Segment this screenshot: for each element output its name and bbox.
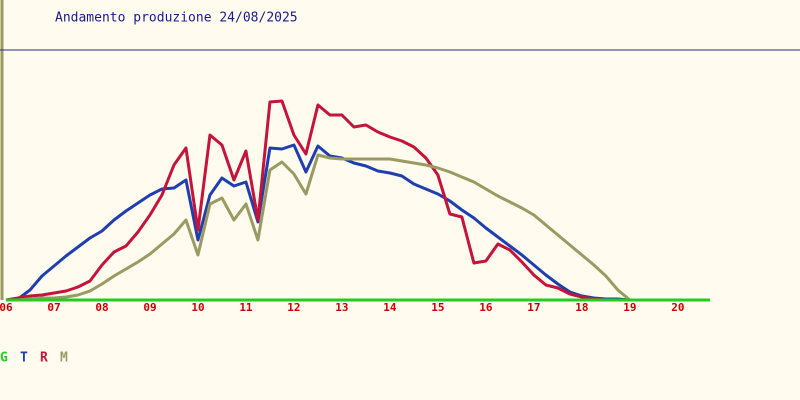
x-tick-label: 20 [671, 301, 684, 314]
x-tick-label: 11 [239, 301, 253, 314]
x-tick-label: 15 [431, 301, 444, 314]
legend-entry: T [20, 351, 28, 366]
legend-entry: M [60, 351, 68, 366]
legend-entry: R [40, 351, 48, 366]
x-tick-label: 16 [479, 301, 493, 314]
x-tick-label: 19 [623, 301, 636, 314]
x-tick-label: 17 [527, 301, 540, 314]
legend-entry: G [0, 351, 8, 366]
x-tick-label: 12 [287, 301, 300, 314]
x-tick-label: 14 [383, 301, 397, 314]
x-tick-label: 18 [575, 301, 588, 314]
x-tick-label: 13 [335, 301, 348, 314]
x-tick-label: 09 [143, 301, 156, 314]
series-line [5, 99, 710, 302]
x-tick-label: 06 [0, 301, 13, 314]
x-tick-label: 08 [95, 301, 108, 314]
x-tick-label: 07 [47, 301, 60, 314]
series-line [6, 153, 710, 302]
chart-title: Andamento produzione 24/08/2025 [55, 11, 298, 26]
x-tick-label: 10 [191, 301, 204, 314]
series-line [5, 143, 710, 302]
